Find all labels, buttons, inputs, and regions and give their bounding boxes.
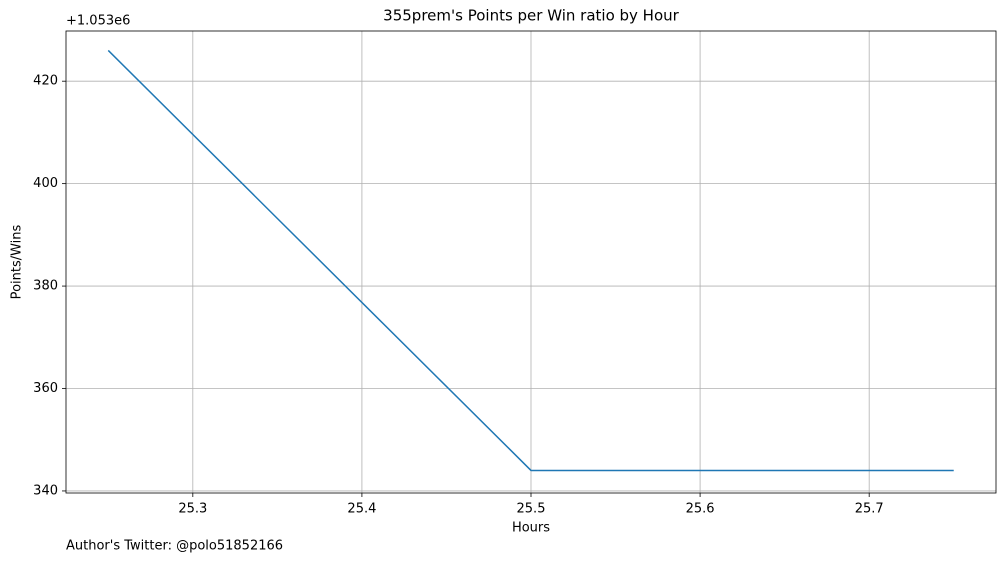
y-offset: +1.053e6 <box>66 14 130 29</box>
y-tick-label: 340 <box>33 483 58 498</box>
y-tick-label: 420 <box>33 74 58 89</box>
y-tick-label: 360 <box>33 381 58 396</box>
x-axis-label: Hours <box>512 521 550 536</box>
data-line <box>107 49 954 472</box>
x-tick-label: 25.7 <box>855 502 884 517</box>
plot-frame <box>65 30 997 494</box>
chart-title: 355prem's Points per Win ratio by Hour <box>383 7 679 25</box>
x-tick-label: 25.5 <box>517 502 546 517</box>
y-tick-label: 380 <box>33 279 58 294</box>
y-tick-label: 400 <box>33 176 58 191</box>
footer-annotation: Author's Twitter: @polo51852166 <box>66 539 283 554</box>
x-tick-label: 25.4 <box>347 502 376 517</box>
y-axis-label: Points/Wins <box>10 224 25 299</box>
x-tick-label: 25.3 <box>178 502 207 517</box>
x-tick-label: 25.6 <box>686 502 715 517</box>
